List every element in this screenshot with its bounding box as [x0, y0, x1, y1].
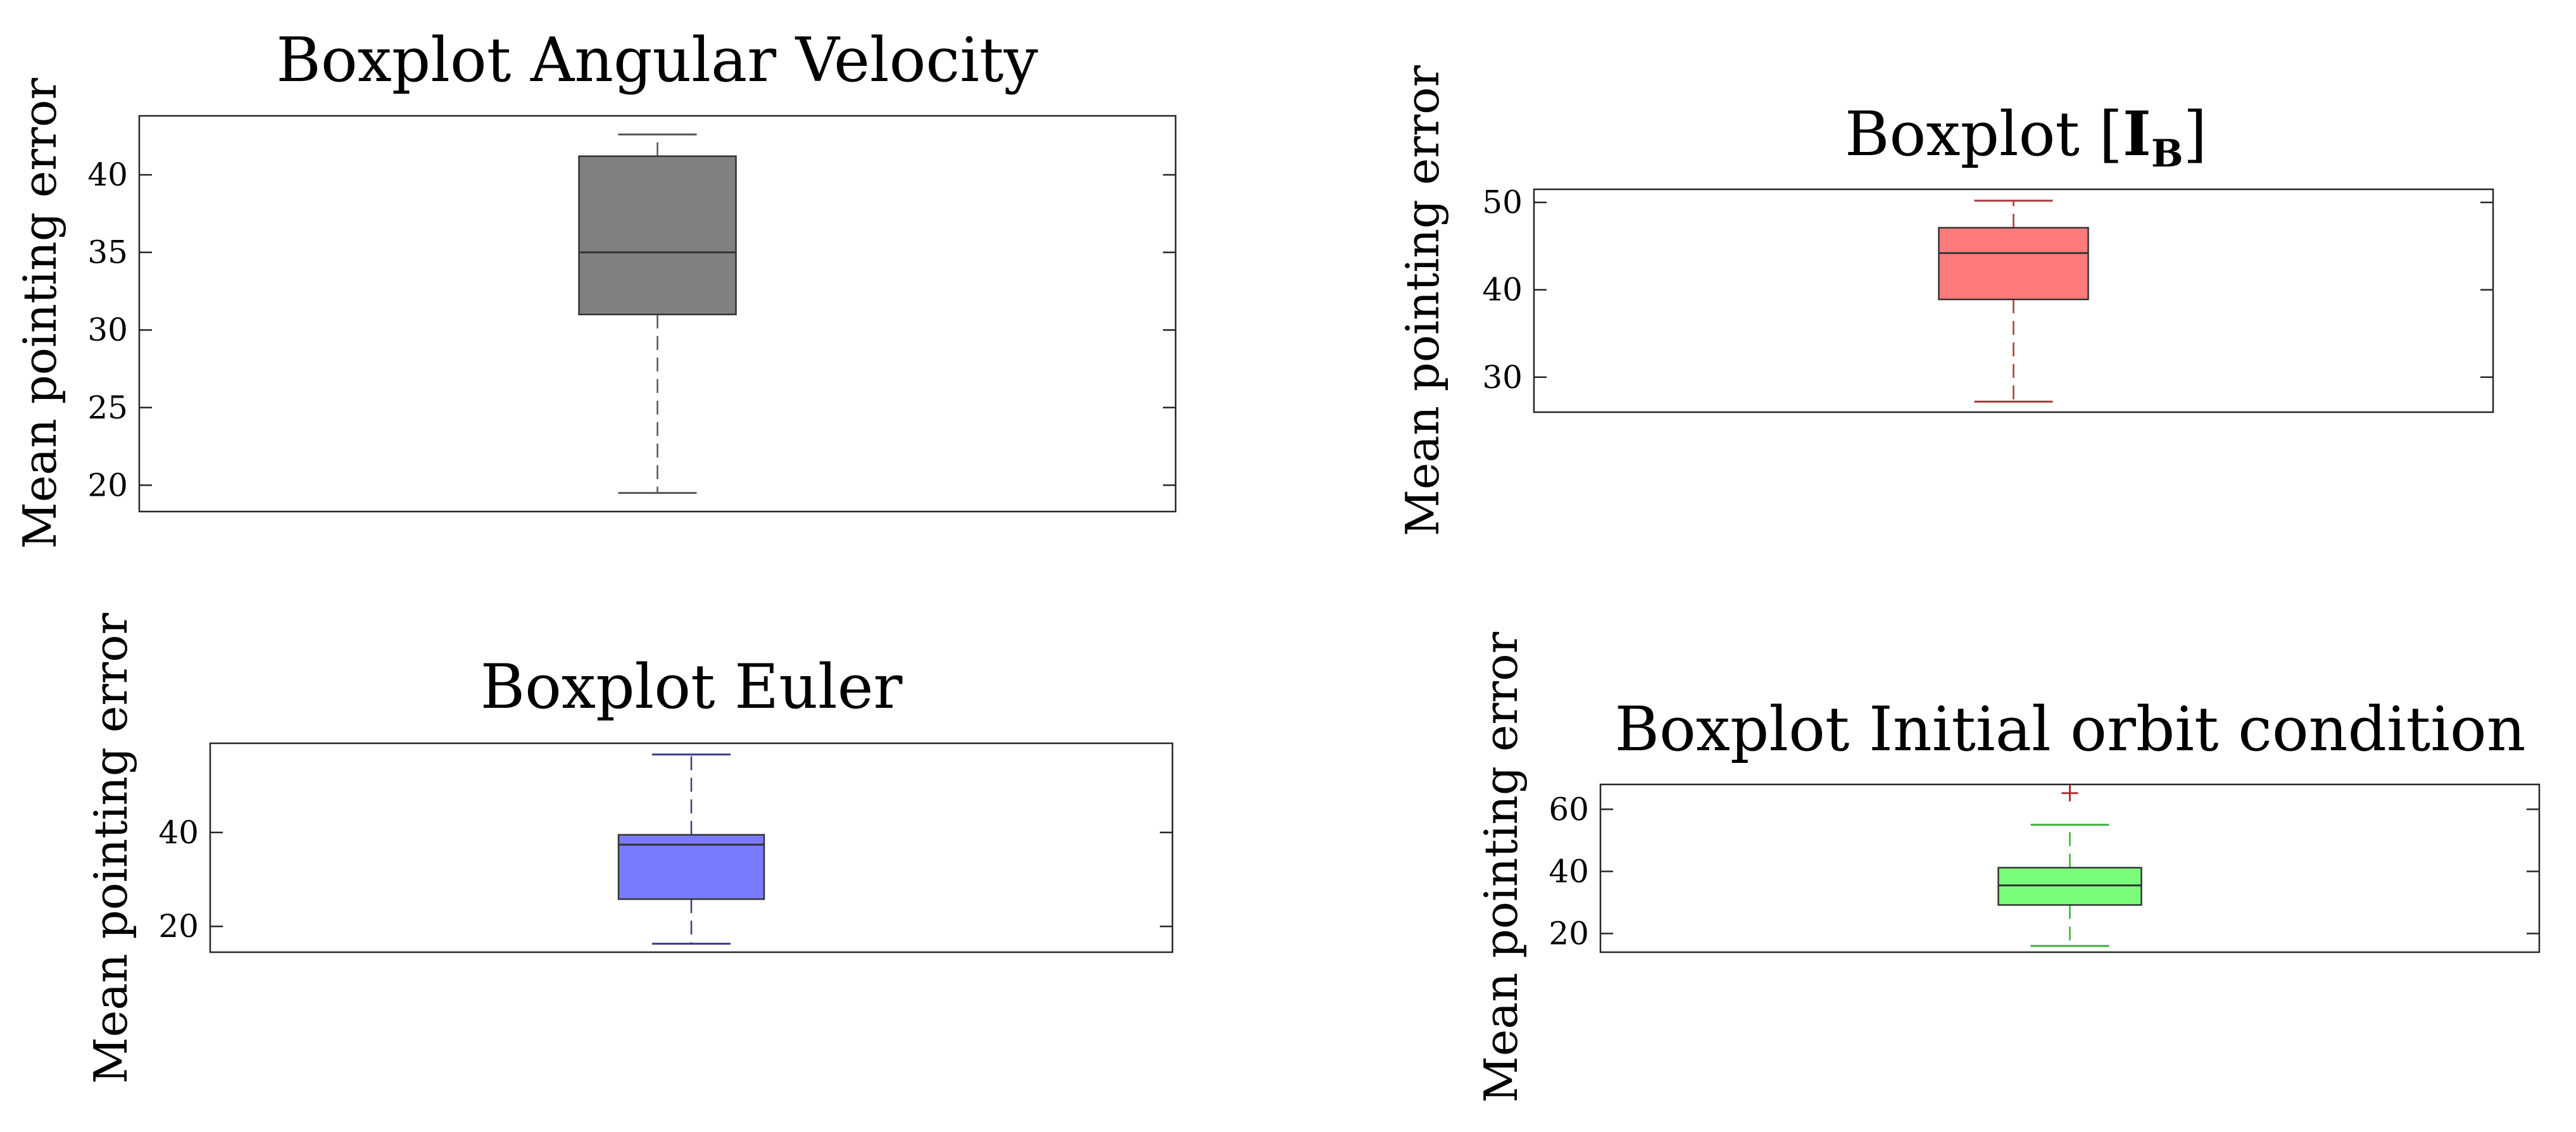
y-tick-label: 20 [1549, 915, 1589, 952]
axes-frame [138, 115, 1177, 513]
panel-title: Boxplot [IB] [1845, 98, 2207, 176]
y-axis-label: Mean pointing error [84, 612, 137, 1083]
boxplot-panel-3: Boxplot Euler Mean pointing error 20 40 [84, 612, 1174, 1084]
y-axis-label: Mean pointing error [1474, 631, 1528, 1102]
outlier-marker [2061, 784, 2078, 802]
axes-frame [1533, 188, 2494, 413]
y-tick-label: 25 [87, 389, 128, 426]
y-tick-label: 40 [87, 156, 128, 193]
axes-frame [1599, 783, 2541, 953]
y-tick-label: 40 [1482, 272, 1523, 308]
boxplot-panel-1: Boxplot Angular Velocity Mean pointing er… [13, 25, 1177, 549]
y-tick-label: 40 [158, 814, 199, 851]
y-tick-label: 35 [87, 234, 128, 271]
iqr-box [578, 155, 737, 315]
y-tick-label: 30 [87, 311, 128, 348]
y-tick-label: 20 [87, 467, 128, 503]
axes-frame [209, 742, 1174, 953]
panel-title: Boxplot Euler [481, 651, 903, 722]
y-axis-label: Mean pointing error [13, 77, 66, 548]
panel-title: Boxplot Initial orbit condition [1614, 694, 2525, 765]
y-tick-label: 40 [1549, 853, 1589, 890]
y-tick-label: 20 [158, 908, 199, 945]
panel-title: Boxplot Angular Velocity [276, 25, 1038, 96]
boxplot-panel-2: Boxplot [IB] Mean pointing error 30 40 50 [1396, 65, 2494, 536]
y-tick-label: 30 [1482, 359, 1523, 396]
boxplot-panel-4: Boxplot Initial orbit condition Mean poin… [1474, 631, 2541, 1103]
y-tick-label: 60 [1549, 791, 1589, 827]
y-tick-label: 50 [1482, 184, 1523, 221]
iqr-box [1938, 227, 2089, 301]
y-axis-label: Mean pointing error [1396, 65, 1449, 536]
